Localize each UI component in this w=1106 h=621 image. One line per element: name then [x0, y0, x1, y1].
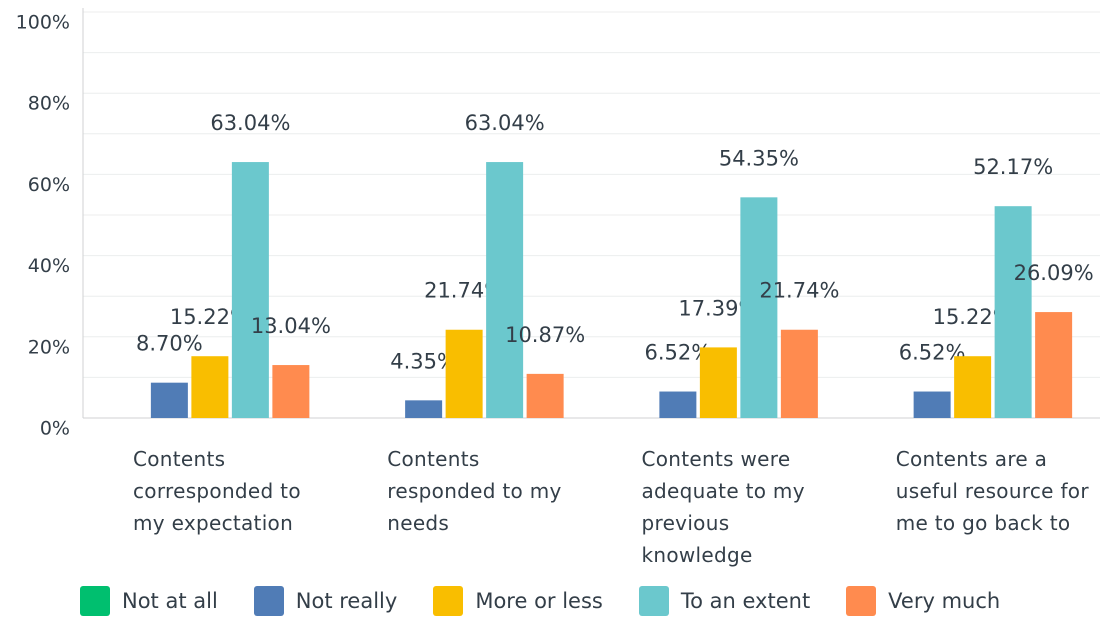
data-label: 54.35% — [719, 146, 799, 170]
data-label: 13.04% — [251, 314, 331, 338]
x-tick-label: Contents corresponded to my expectation — [133, 447, 301, 535]
y-tick-label: 60% — [28, 174, 70, 196]
legend-item: More or less — [433, 586, 603, 616]
legend-label: Very much — [888, 589, 1001, 613]
bar — [740, 197, 778, 418]
bar — [150, 382, 188, 418]
bar — [272, 365, 310, 418]
legend-item: Not really — [253, 586, 398, 616]
data-label: 21.74% — [759, 279, 839, 303]
bar — [994, 206, 1032, 418]
legend-swatch — [433, 586, 464, 616]
y-tick-label: 80% — [28, 93, 70, 115]
bar — [954, 356, 992, 418]
plot: 0%20%40%60%80%100%8.70%15.22%63.04%13.04… — [16, 8, 1100, 440]
bar — [526, 373, 564, 418]
legend-item: To an extent — [638, 586, 811, 616]
x-tick-label: Contents were adequate to my previous kn… — [641, 447, 805, 567]
legend-label: Not really — [295, 589, 398, 613]
legend-swatch — [846, 586, 877, 616]
y-tick-label: 40% — [28, 255, 70, 277]
legend-item: Very much — [846, 586, 1000, 616]
bar — [231, 162, 269, 418]
data-label: 8.70% — [136, 332, 203, 356]
x-tick-label: Contents are a useful resource for me to… — [895, 447, 1089, 535]
bar — [445, 329, 483, 418]
data-label: 63.04% — [465, 111, 545, 135]
bar — [913, 391, 951, 418]
x-tick-label: Contents responded to my needs — [387, 447, 562, 535]
bar — [405, 400, 443, 418]
legend-label: Not at all — [122, 589, 218, 613]
bar — [1035, 312, 1073, 418]
legend-item: Not at all — [80, 586, 218, 616]
data-label: 63.04% — [210, 111, 290, 135]
bar — [780, 329, 818, 418]
data-label: 26.09% — [1014, 261, 1094, 285]
legend-label: To an extent — [680, 589, 811, 613]
data-label: 10.87% — [505, 323, 585, 347]
bar — [486, 162, 524, 418]
bar — [699, 347, 737, 418]
y-tick-label: 100% — [16, 12, 70, 34]
legend-label: More or less — [475, 589, 603, 613]
legend-swatch — [80, 586, 110, 616]
legend-swatch — [253, 586, 284, 616]
y-tick-label: 0% — [40, 418, 70, 440]
legend-swatch — [638, 586, 669, 616]
data-label: 52.17% — [973, 155, 1053, 179]
legend: Not at all Not really More or less To an ex… — [80, 586, 1000, 616]
bar — [659, 391, 697, 418]
y-tick-label: 20% — [28, 336, 70, 358]
bar — [191, 356, 229, 418]
